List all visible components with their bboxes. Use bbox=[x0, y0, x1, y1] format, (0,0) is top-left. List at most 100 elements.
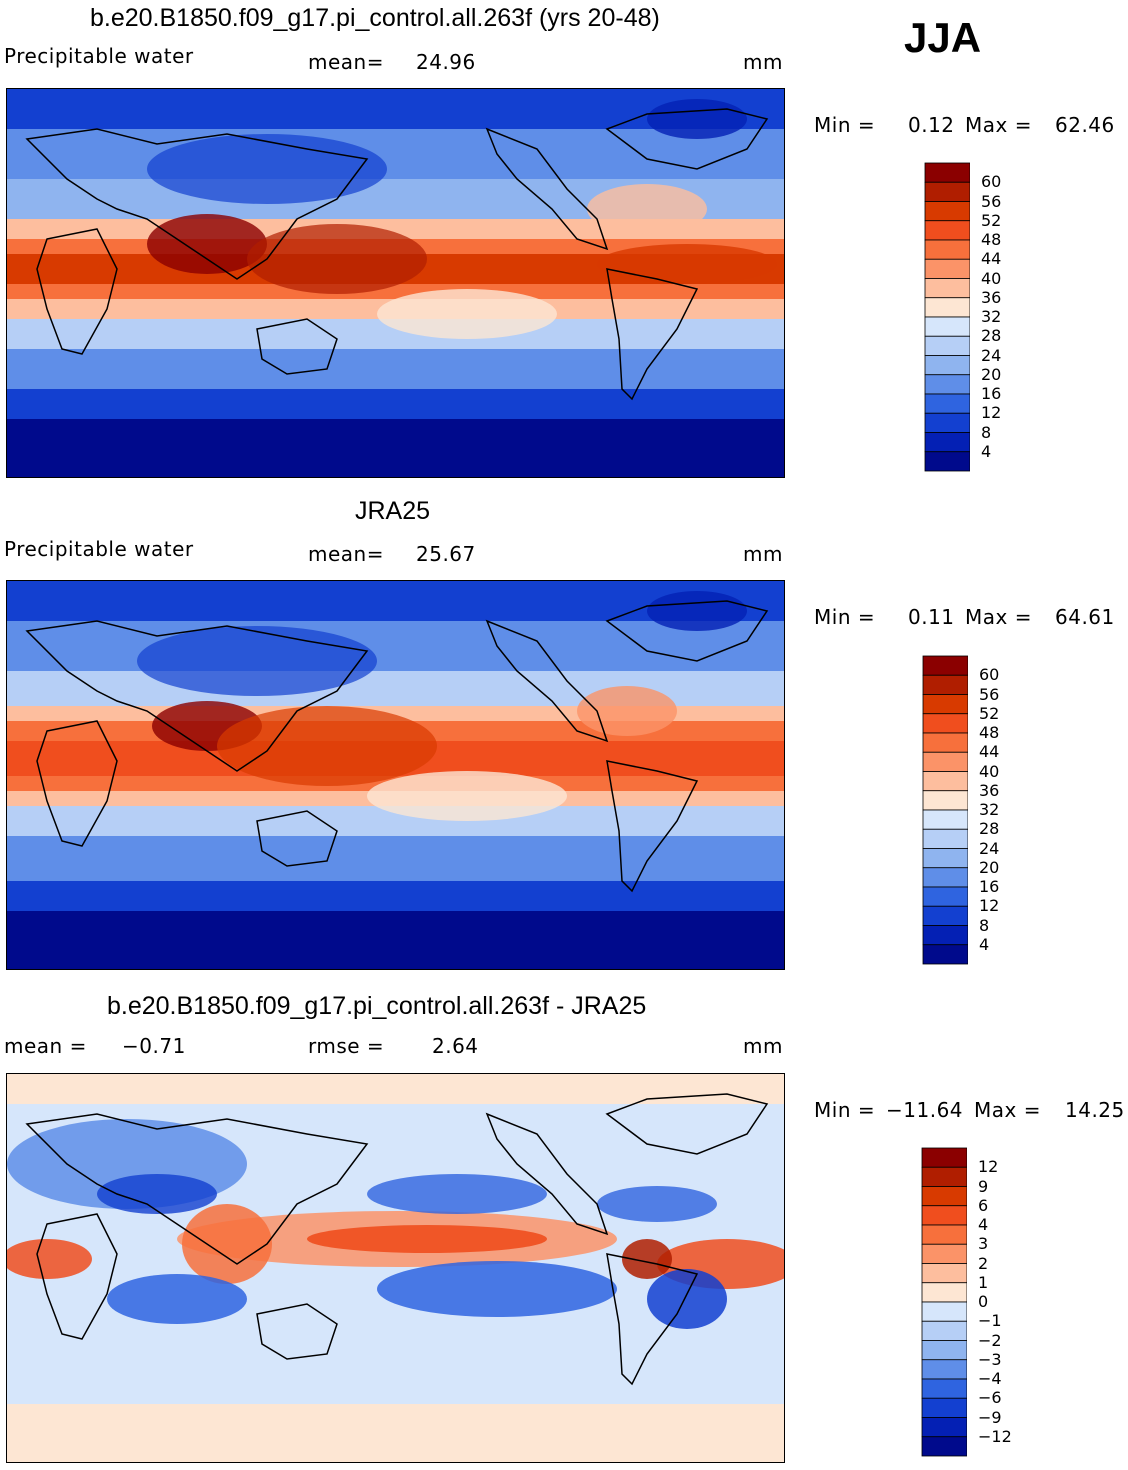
panel2-max-label: Max = bbox=[965, 605, 1032, 629]
panel3-min-label: Min = bbox=[814, 1098, 876, 1122]
colorbar-swatch bbox=[921, 1147, 967, 1168]
colorbar-label: 16 bbox=[981, 384, 1002, 403]
colorbar-label: 12 bbox=[979, 896, 1000, 916]
panel2-colorbar: 60 56 52 48 44 40 36 32 28 24 20 16 12 8 4 bbox=[922, 655, 999, 965]
panel2-map bbox=[6, 580, 785, 970]
colorbar-label: −12 bbox=[978, 1426, 1012, 1446]
panel3-max-label: Max = bbox=[974, 1098, 1041, 1122]
colorbar-label: 3 bbox=[978, 1234, 989, 1254]
colorbar-label: 40 bbox=[979, 761, 1000, 781]
panel1-map bbox=[6, 88, 785, 478]
colorbar-label: 4 bbox=[981, 441, 992, 461]
colorbar-swatch bbox=[922, 790, 968, 811]
panel3-title: b.e20.B1850.f09_g17.pi_control.all.263f … bbox=[107, 992, 647, 1020]
colorbar-swatch bbox=[922, 674, 968, 695]
colorbar-swatch bbox=[921, 1282, 967, 1303]
panel3-rmse-label: rmse = bbox=[308, 1034, 385, 1058]
colorbar-label: 8 bbox=[981, 422, 992, 442]
colorbar-label: 20 bbox=[979, 857, 1000, 877]
colorbar-label: 24 bbox=[979, 838, 1000, 858]
colorbar-label: 0 bbox=[978, 1292, 989, 1311]
panel3-mean-value: −0.71 bbox=[122, 1034, 186, 1058]
colorbar-label: 48 bbox=[981, 230, 1002, 249]
panel2-max-value: 64.61 bbox=[1055, 605, 1115, 629]
colorbar-swatch bbox=[921, 1397, 967, 1418]
panel1-colorbar: 60 56 52 48 44 40 36 32 28 24 20 16 12 8 4 bbox=[924, 162, 1001, 472]
colorbar-swatch bbox=[922, 925, 968, 946]
panel3-max-value: 14.25 bbox=[1065, 1098, 1125, 1122]
colorbar-label: 1 bbox=[978, 1272, 989, 1292]
colorbar-swatch bbox=[924, 412, 970, 433]
colorbar-label: 52 bbox=[981, 210, 1002, 230]
colorbar-swatch bbox=[922, 694, 968, 715]
colorbar-swatch bbox=[921, 1243, 967, 1264]
colorbar-swatch bbox=[921, 1205, 967, 1226]
colorbar-label: 56 bbox=[979, 684, 1000, 704]
colorbar-swatch bbox=[924, 201, 970, 222]
colorbar-label: 60 bbox=[981, 172, 1002, 192]
panel1-title: b.e20.B1850.f09_g17.pi_control.all.263f … bbox=[90, 4, 660, 32]
colorbar-swatch bbox=[924, 335, 970, 356]
colorbar-swatch bbox=[924, 451, 970, 472]
colorbar-swatch bbox=[924, 355, 970, 376]
panel3-mean-label: mean = bbox=[4, 1034, 87, 1058]
panel2-mean-value: 25.67 bbox=[416, 542, 476, 566]
colorbar-swatch bbox=[922, 828, 968, 849]
colorbar-label: 4 bbox=[978, 1215, 989, 1234]
colorbar-swatch bbox=[921, 1340, 967, 1361]
panel2-title: JRA25 bbox=[355, 497, 431, 525]
colorbar-swatch bbox=[924, 278, 970, 299]
colorbar-swatch bbox=[921, 1186, 967, 1207]
colorbar-label: 4 bbox=[979, 934, 990, 954]
colorbar-label: −4 bbox=[978, 1369, 1002, 1388]
colorbar-swatch bbox=[922, 713, 968, 734]
colorbar-label: 32 bbox=[981, 307, 1002, 326]
panel2-min-label: Min = bbox=[814, 605, 876, 629]
colorbar-swatch bbox=[924, 297, 970, 318]
panel1-min-value: 0.12 bbox=[908, 113, 955, 137]
colorbar-swatch bbox=[921, 1263, 967, 1284]
colorbar-label: 9 bbox=[978, 1176, 989, 1196]
colorbar-swatch bbox=[922, 655, 968, 676]
colorbar-label: 6 bbox=[978, 1195, 989, 1215]
colorbar-swatch bbox=[922, 809, 968, 830]
colorbar-label: 2 bbox=[978, 1253, 989, 1273]
panel2-variable-label: Precipitable water bbox=[4, 537, 194, 561]
panel3-colorbar: 12 9 6 4 3 2 1 0 −1 −2 −3 −4 −6 −9 −12 bbox=[921, 1147, 1012, 1457]
panel1-units: mm bbox=[743, 50, 783, 74]
panel1-max-value: 62.46 bbox=[1055, 113, 1115, 137]
colorbar-swatch bbox=[922, 751, 968, 772]
colorbar-swatch bbox=[924, 258, 970, 279]
colorbar-label: 16 bbox=[979, 877, 1000, 896]
colorbar-swatch bbox=[921, 1359, 967, 1380]
colorbar-swatch bbox=[921, 1320, 967, 1341]
colorbar-label: 60 bbox=[979, 665, 1000, 685]
colorbar-label: 44 bbox=[979, 742, 1000, 762]
colorbar-label: −1 bbox=[978, 1311, 1002, 1331]
panel2-units: mm bbox=[743, 542, 783, 566]
colorbar-label: −2 bbox=[978, 1330, 1002, 1350]
colorbar-swatch bbox=[922, 944, 968, 965]
colorbar-label: 52 bbox=[979, 703, 1000, 723]
colorbar-swatch bbox=[921, 1417, 967, 1438]
panel1-min-label: Min = bbox=[814, 113, 876, 137]
panel1-max-label: Max = bbox=[965, 113, 1032, 137]
colorbar-swatch bbox=[922, 867, 968, 888]
panel1-mean-value: 24.96 bbox=[416, 50, 476, 74]
panel3-rmse-value: 2.64 bbox=[432, 1034, 479, 1058]
colorbar-swatch bbox=[921, 1224, 967, 1245]
colorbar-label: 20 bbox=[981, 364, 1002, 384]
colorbar-label: 36 bbox=[981, 287, 1002, 307]
colorbar-swatch bbox=[922, 848, 968, 869]
colorbar-swatch bbox=[921, 1378, 967, 1399]
colorbar-swatch bbox=[921, 1436, 967, 1457]
colorbar-label: −3 bbox=[978, 1349, 1002, 1369]
colorbar-label: 24 bbox=[981, 345, 1002, 365]
colorbar-label: 8 bbox=[979, 915, 990, 935]
colorbar-label: 44 bbox=[981, 249, 1002, 269]
colorbar-swatch bbox=[924, 393, 970, 414]
colorbar-swatch bbox=[922, 905, 968, 926]
colorbar-swatch bbox=[924, 374, 970, 395]
colorbar-swatch bbox=[924, 181, 970, 202]
colorbar-swatch bbox=[921, 1166, 967, 1187]
